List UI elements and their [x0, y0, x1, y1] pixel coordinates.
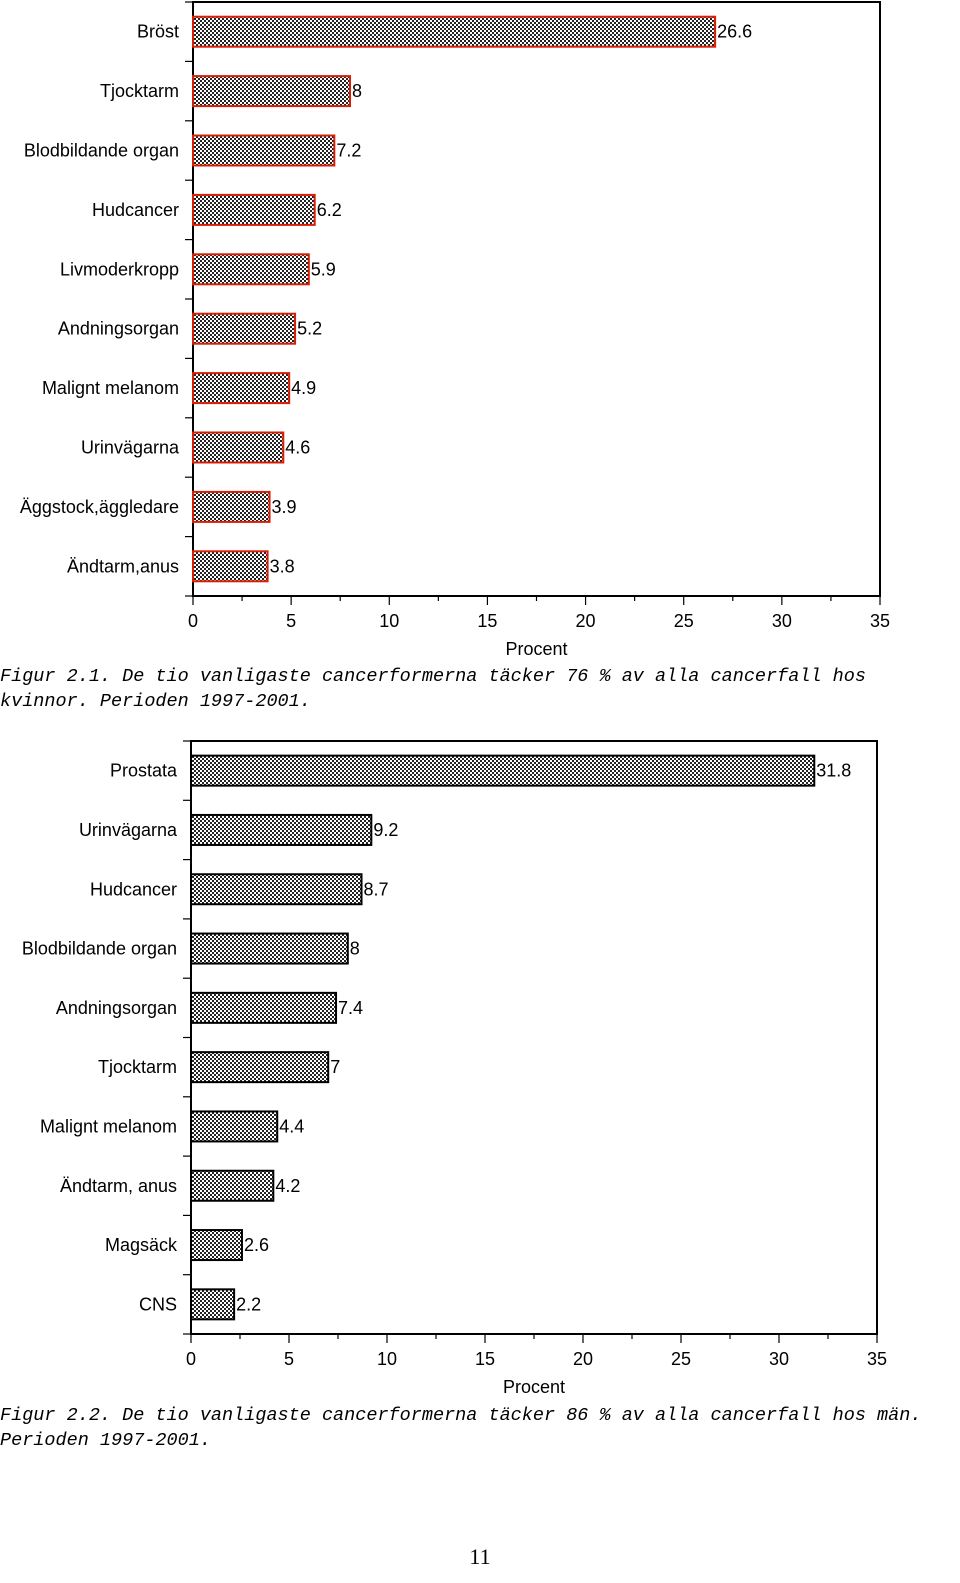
page-number: 11 [469, 1544, 491, 1569]
x-tick-label: 25 [671, 1349, 691, 1369]
bar [192, 134, 336, 167]
x-tick-label: 25 [674, 611, 694, 631]
value-label: 4.2 [275, 1176, 300, 1196]
value-label: 31.8 [816, 761, 851, 781]
value-label: 8 [350, 939, 360, 959]
chart-mens-cancer: Prostata 31.8 Urinvägarna 9.2 Hudcancer 8.7 Bl… [22, 740, 887, 1397]
x-tick-label: 20 [576, 611, 596, 631]
value-label: 5.2 [297, 319, 322, 339]
x-tick-label: 0 [186, 1349, 196, 1369]
x-tick-label: 35 [870, 611, 890, 631]
value-label: 7.2 [336, 141, 361, 161]
category-label: Urinvägarna [79, 820, 178, 840]
bar [190, 1288, 236, 1321]
category-label: Blodbildande organ [22, 939, 177, 959]
x-tick-label: 35 [867, 1349, 887, 1369]
category-label: Äggstock,äggledare [20, 497, 179, 517]
value-label: 6.2 [317, 200, 342, 220]
bar [192, 75, 352, 108]
x-axis-label: Procent [503, 1377, 565, 1397]
category-label: Andningsorgan [58, 319, 179, 339]
bar [190, 813, 373, 846]
bar [192, 372, 291, 405]
x-tick-label: 5 [284, 1349, 294, 1369]
bar [192, 193, 316, 226]
category-label: Tjocktarm [100, 81, 179, 101]
bar [190, 1169, 275, 1202]
x-tick-label: 30 [772, 611, 792, 631]
bar [190, 873, 363, 906]
value-label: 9.2 [373, 820, 398, 840]
value-label: 26.6 [717, 22, 752, 42]
value-label: 2.6 [244, 1235, 269, 1255]
bar [190, 1229, 243, 1262]
value-label: 2.2 [236, 1294, 261, 1314]
x-tick-label: 5 [286, 611, 296, 631]
x-tick-label: 10 [379, 611, 399, 631]
value-label: 4.6 [285, 438, 310, 458]
bar [190, 754, 816, 787]
x-tick-label: 15 [477, 611, 497, 631]
x-axis-label: Procent [505, 639, 567, 659]
x-tick-label: 0 [188, 611, 198, 631]
bar [190, 1051, 330, 1084]
value-label: 7.4 [338, 998, 363, 1018]
category-label: CNS [139, 1294, 177, 1314]
bar [192, 15, 717, 48]
category-label: Prostata [110, 761, 178, 781]
category-label: Malignt melanom [42, 378, 179, 398]
category-label: Andningsorgan [56, 998, 177, 1018]
x-tick-label: 20 [573, 1349, 593, 1369]
category-label: Blodbildande organ [24, 141, 179, 161]
category-label: Livmoderkropp [60, 259, 179, 279]
value-label: 3.9 [272, 497, 297, 517]
bar [192, 253, 310, 286]
category-label: Bröst [137, 22, 179, 42]
value-label: 8 [352, 81, 362, 101]
category-label: Hudcancer [92, 200, 179, 220]
figure-caption-2: Figur 2.2. De tio vanligaste cancerforme… [0, 1405, 933, 1451]
bar [192, 431, 285, 464]
category-label: Ändtarm, anus [60, 1176, 177, 1196]
x-tick-label: 30 [769, 1349, 789, 1369]
value-label: 4.4 [279, 1116, 304, 1136]
bar [190, 991, 338, 1024]
chart-womens-cancer: Bröst 26.6 Tjocktarm 8 Blodbildande organ 7.2… [20, 1, 890, 659]
bar [192, 550, 269, 583]
category-label: Magsäck [105, 1235, 178, 1255]
x-tick-label: 15 [475, 1349, 495, 1369]
figure-caption-1: Figur 2.1. De tio vanligaste cancerforme… [0, 666, 878, 712]
category-label: Ändtarm,anus [67, 556, 179, 576]
bar [190, 1110, 279, 1143]
value-label: 5.9 [311, 259, 336, 279]
category-label: Malignt melanom [40, 1116, 177, 1136]
category-label: Tjocktarm [98, 1057, 177, 1077]
value-label: 3.8 [270, 556, 295, 576]
bar [192, 312, 297, 345]
value-label: 4.9 [291, 378, 316, 398]
bar [192, 490, 271, 523]
bar [190, 932, 349, 965]
category-label: Urinvägarna [81, 438, 180, 458]
category-label: Hudcancer [90, 879, 177, 899]
value-label: 8.7 [364, 879, 389, 899]
value-label: 7 [330, 1057, 340, 1077]
x-tick-label: 10 [377, 1349, 397, 1369]
